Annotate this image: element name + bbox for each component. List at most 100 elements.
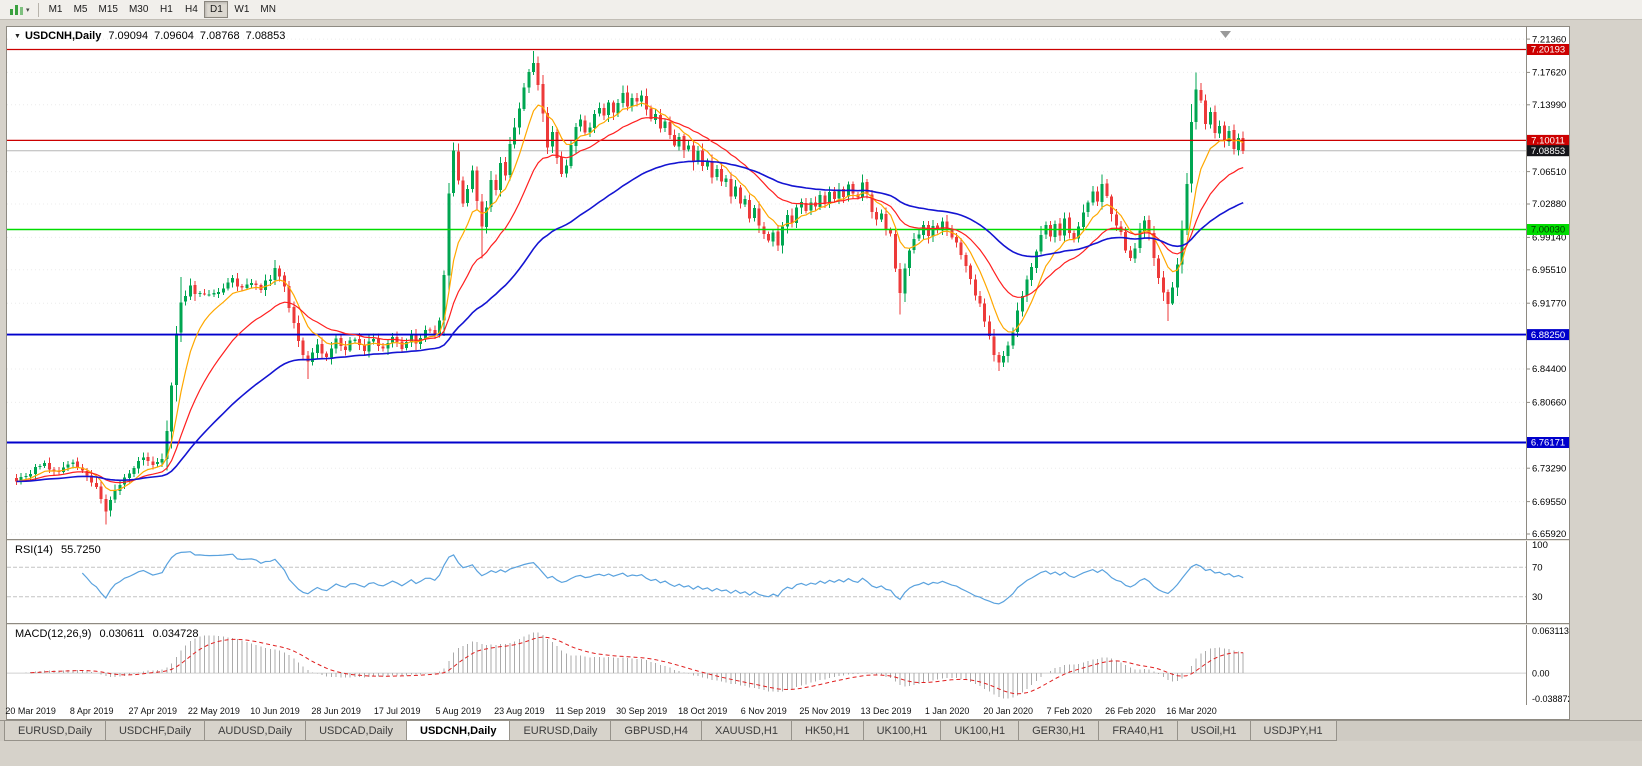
date-label: 26 Feb 2020: [1105, 706, 1156, 716]
tab-audusd-daily[interactable]: AUDUSD,Daily: [204, 721, 306, 741]
price-tick-label: 6.73290: [1532, 463, 1566, 474]
price-tick-label: 6.84400: [1532, 364, 1566, 375]
price-badge: 7.00030: [1527, 224, 1569, 236]
tab-usoil-h1[interactable]: USOil,H1: [1177, 721, 1251, 741]
timeframe-d1[interactable]: D1: [204, 1, 228, 18]
price-badge: 7.08853: [1527, 145, 1569, 157]
date-label: 30 Sep 2019: [616, 706, 667, 716]
chart-tabbar: EURUSD,DailyUSDCHF,DailyAUDUSD,DailyUSDC…: [0, 720, 1642, 741]
price-tick-label: 7.06510: [1532, 167, 1566, 178]
timeframe-buttons: M1M5M15M30H1H4D1W1MN: [44, 1, 281, 18]
tab-uk100-h1[interactable]: UK100,H1: [863, 721, 942, 741]
date-label: 6 Nov 2019: [741, 706, 787, 716]
timeframe-toolbar: ▾ M1M5M15M30H1H4D1W1MN: [0, 0, 1642, 20]
tab-usdcnh-daily[interactable]: USDCNH,Daily: [406, 721, 510, 741]
price-tick-label: 6.91770: [1532, 298, 1566, 309]
rsi-value: 55.7250: [61, 544, 101, 556]
date-label: 23 Aug 2019: [494, 706, 545, 716]
timeframe-h4[interactable]: H4: [179, 1, 203, 18]
timeframe-w1[interactable]: W1: [229, 1, 254, 18]
date-label: 1 Jan 2020: [925, 706, 970, 716]
date-label: 20 Jan 2020: [983, 706, 1033, 716]
chart-header: ▼ USDCNH,Daily 7.09094 7.09604 7.08768 7…: [14, 30, 291, 42]
moving-average-21: [17, 118, 1244, 483]
price-badge: 6.76171: [1527, 437, 1569, 449]
date-axis[interactable]: 20 Mar 2019 8 Apr 2019 27 Apr 2019 22 May 2…: [7, 705, 1569, 719]
rsi-name: RSI(14): [15, 544, 53, 556]
rsi-tick-label: 30: [1532, 592, 1543, 603]
rsi-line: [82, 552, 1243, 604]
chart-periods-icon[interactable]: ▾: [6, 1, 33, 18]
date-label: 5 Aug 2019: [436, 706, 482, 716]
chart-symbol-title: USDCNH,Daily: [25, 30, 101, 42]
date-label: 10 Jun 2019: [250, 706, 300, 716]
bar-chart-icon: [9, 3, 25, 16]
timeframe-m15[interactable]: M15: [94, 1, 123, 18]
svg-text:7.00030: 7.00030: [1531, 225, 1565, 236]
timeframe-m30[interactable]: M30: [124, 1, 153, 18]
ohlc-low: 7.08768: [200, 30, 240, 42]
macd-signal-value: 0.034728: [153, 628, 199, 640]
tab-eurusd-daily[interactable]: EURUSD,Daily: [4, 721, 106, 741]
ohlc-open: 7.09094: [108, 30, 148, 42]
price-chart-canvas[interactable]: 7.213607.176207.139907.065107.028806.991…: [7, 27, 1569, 539]
timeframe-mn[interactable]: MN: [255, 1, 281, 18]
price-badge: 7.20193: [1527, 44, 1569, 56]
date-label: 16 Mar 2020: [1166, 706, 1217, 716]
tab-ger30-h1[interactable]: GER30,H1: [1018, 721, 1099, 741]
tab-uk100-h1[interactable]: UK100,H1: [940, 721, 1019, 741]
date-label: 25 Nov 2019: [799, 706, 850, 716]
price-tick-label: 6.65920: [1532, 529, 1566, 539]
macd-tick-label: 0.00: [1532, 668, 1550, 678]
tab-gbpusd-h4[interactable]: GBPUSD,H4: [610, 721, 702, 741]
date-label: 28 Jun 2019: [311, 706, 361, 716]
macd-tick-label: -0.038872: [1532, 694, 1569, 704]
price-badge: 6.88250: [1527, 329, 1569, 341]
toolbar-separator: [38, 3, 39, 17]
dropdown-arrow-icon: ▾: [26, 6, 30, 14]
ohlc-close: 7.08853: [246, 30, 286, 42]
tab-fra40-h1[interactable]: FRA40,H1: [1098, 721, 1177, 741]
tab-xauusd-h1[interactable]: XAUUSD,H1: [701, 721, 792, 741]
macd-name: MACD(12,26,9): [15, 628, 91, 640]
rsi-canvas[interactable]: 100 70 30: [7, 541, 1569, 623]
macd-canvas[interactable]: 0.063113 0.00 -0.038872: [7, 625, 1569, 705]
price-tick-label: 7.21360: [1532, 34, 1566, 45]
tab-usdchf-daily[interactable]: USDCHF,Daily: [105, 721, 205, 741]
macd-tick-label: 0.063113: [1532, 626, 1569, 636]
date-label: 8 Apr 2019: [70, 706, 114, 716]
date-label: 18 Oct 2019: [678, 706, 727, 716]
date-label: 7 Feb 2020: [1047, 706, 1093, 716]
svg-text:7.08853: 7.08853: [1531, 146, 1565, 157]
rsi-tick-label: 70: [1532, 562, 1543, 573]
trading-terminal-window: ▾ M1M5M15M30H1H4D1W1MN 7.213607.176207.1…: [0, 0, 1642, 766]
date-label: 20 Mar 2019: [5, 706, 56, 716]
candles: [15, 51, 1245, 524]
price-tick-label: 6.69550: [1532, 497, 1566, 508]
rsi-tick-label: 100: [1532, 541, 1548, 551]
chart-shift-marker-icon[interactable]: [1220, 31, 1231, 38]
date-label: 17 Jul 2019: [374, 706, 421, 716]
date-label: 11 Sep 2019: [555, 706, 605, 716]
price-tick-label: 7.13990: [1532, 100, 1566, 111]
tab-usdjpy-h1[interactable]: USDJPY,H1: [1250, 721, 1337, 741]
timeframe-m5[interactable]: M5: [69, 1, 93, 18]
moving-average-55: [17, 161, 1244, 482]
svg-text:6.76171: 6.76171: [1531, 438, 1565, 449]
timeframe-h1[interactable]: H1: [154, 1, 178, 18]
macd-histogram: [17, 632, 1244, 698]
status-bar: [0, 741, 1642, 766]
tab-eurusd-daily[interactable]: EURUSD,Daily: [509, 721, 611, 741]
chart-window: 7.213607.176207.139907.065107.028806.991…: [6, 26, 1570, 720]
date-label: 22 May 2019: [188, 706, 240, 716]
collapse-arrow-icon[interactable]: ▼: [14, 33, 21, 40]
date-label: 13 Dec 2019: [860, 706, 911, 716]
date-label: 27 Apr 2019: [129, 706, 178, 716]
ohlc-high: 7.09604: [154, 30, 194, 42]
svg-text:6.88250: 6.88250: [1531, 330, 1565, 341]
tab-hk50-h1[interactable]: HK50,H1: [791, 721, 864, 741]
rsi-label: RSI(14) 55.7250: [15, 544, 106, 556]
tab-usdcad-daily[interactable]: USDCAD,Daily: [305, 721, 407, 741]
timeframe-m1[interactable]: M1: [44, 1, 68, 18]
price-badge: 7.10011: [1527, 135, 1569, 147]
